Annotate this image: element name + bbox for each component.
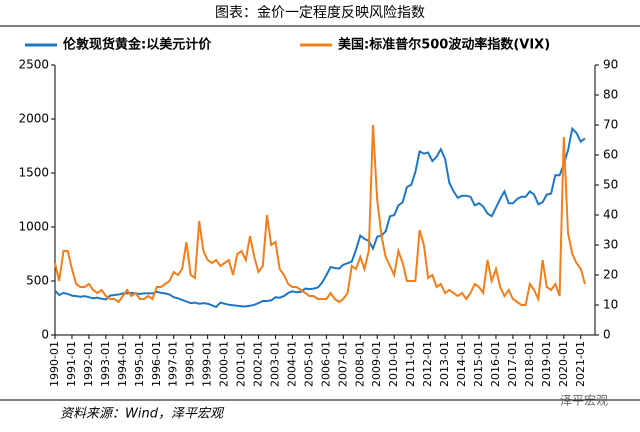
y-tick-label: 500 [26,274,49,288]
y2-tick-label: 50 [603,178,618,192]
x-tick-label: 2015-01 [472,341,485,387]
y2-tick-label: 40 [603,208,618,222]
y-tick-label: 2000 [18,112,49,126]
x-tick-label: 2019-01 [540,341,553,387]
x-tick-label: 2012-01 [421,341,434,387]
x-tick-label: 2018-01 [523,341,536,387]
x-tick-label: 2007-01 [336,341,349,387]
y2-tick-label: 0 [603,328,611,342]
y2-tick-label: 30 [603,238,618,252]
x-tick-label: 1990-01 [48,341,61,387]
x-tick-label: 2001-01 [235,341,248,387]
x-tick-label: 1991-01 [65,341,78,387]
x-tick-label: 2008-01 [353,341,366,387]
x-tick-label: 1994-01 [116,341,129,387]
legend-label: 美国:标准普尔500波动率指数(VIX) [338,37,550,53]
y2-tick-label: 10 [603,298,618,312]
x-tick-label: 2003-01 [268,341,281,387]
series-line [54,124,586,306]
x-tick-label: 2006-01 [319,341,332,387]
y2-tick-label: 90 [603,58,618,72]
x-tick-label: 2005-01 [302,341,315,387]
x-tick-label: 1997-01 [167,341,180,387]
x-tick-label: 1998-01 [184,341,197,387]
x-tick-label: 2013-01 [438,341,451,387]
chart-title: 图表：金价一定程度反映风险指数 [215,5,425,21]
x-tick-label: 2000-01 [218,341,231,387]
legend-label: 伦敦现货黄金:以美元计价 [63,37,212,53]
series-line [54,126,586,309]
x-tick-label: 2017-01 [506,341,519,387]
y-tick-label: 1000 [18,220,49,234]
x-tick-label: 1995-01 [133,341,146,387]
x-tick-label: 2004-01 [285,341,298,387]
x-tick-label: 2010-01 [387,341,400,387]
source: 资料来源：Wind，泽平宏观 [60,406,225,422]
watermark: 泽平宏观 [560,393,608,408]
x-tick-label: 2009-01 [370,341,383,387]
y-tick-label: 2500 [18,58,49,72]
x-tick-label: 1993-01 [99,341,112,387]
y-tick-label: 0 [41,328,49,342]
x-tick-label: 2011-01 [404,341,417,387]
x-tick-label: 2020-01 [557,341,570,387]
x-tick-label: 1996-01 [150,341,163,387]
x-tick-label: 2002-01 [252,341,265,387]
y2-tick-label: 80 [603,88,618,102]
y2-tick-label: 20 [603,268,618,282]
x-tick-label: 2021-01 [574,341,587,387]
x-tick-label: 2016-01 [489,341,502,387]
y-tick-label: 1500 [18,166,49,180]
x-tick-label: 1999-01 [201,341,214,387]
x-tick-label: 2014-01 [455,341,468,387]
y2-tick-label: 70 [603,118,618,132]
x-tick-label: 1992-01 [82,341,95,387]
y2-tick-label: 60 [603,148,618,162]
